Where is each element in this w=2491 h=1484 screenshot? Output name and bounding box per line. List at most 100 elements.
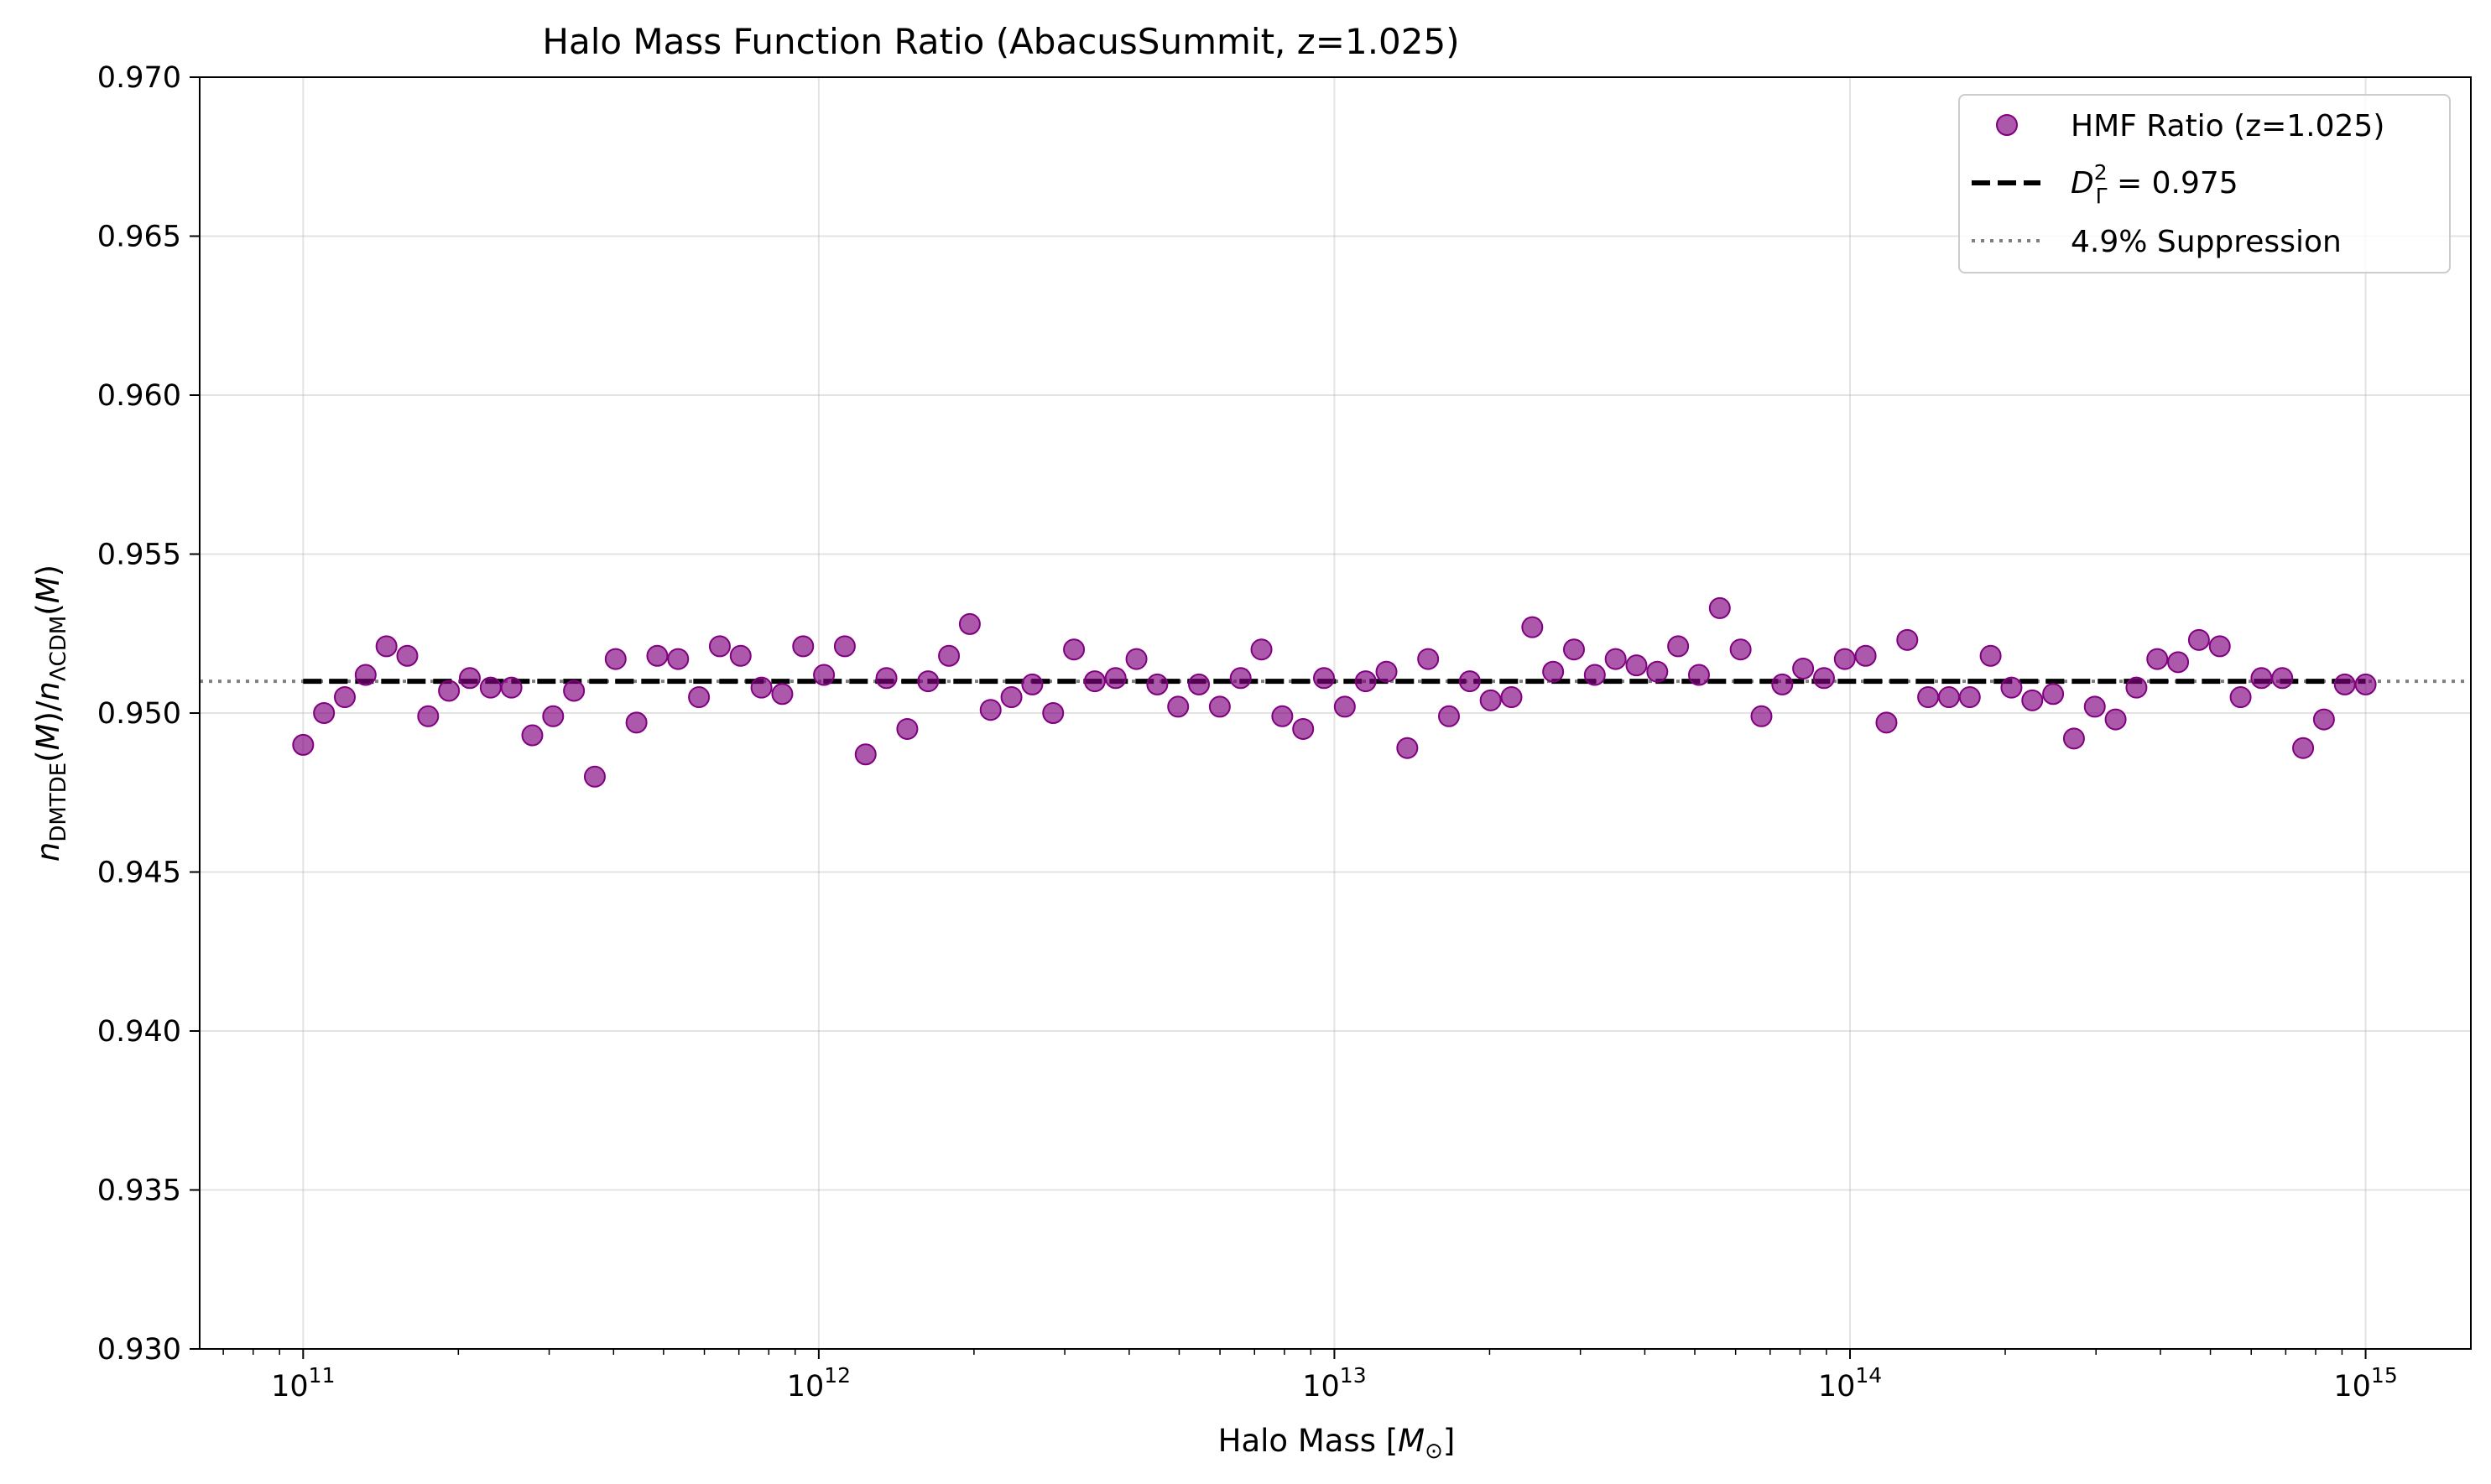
x-tick-label: 1013 <box>1302 1363 1366 1403</box>
data-point <box>917 670 940 693</box>
data-points <box>292 596 2377 788</box>
data-point <box>2104 708 2127 731</box>
data-point <box>417 705 440 727</box>
data-point <box>1687 664 1710 686</box>
data-point <box>729 644 752 667</box>
data-point <box>1854 644 1877 667</box>
y-tick-label: 0.945 <box>97 857 181 890</box>
data-point <box>2146 648 2169 670</box>
data-point <box>646 644 669 667</box>
legend-marker-scatter <box>1996 114 2018 136</box>
data-point <box>1000 686 1023 709</box>
data-point <box>2083 695 2106 718</box>
data-point <box>750 676 773 699</box>
data-point <box>1208 695 1231 718</box>
data-point <box>1958 686 1981 709</box>
data-point <box>2292 737 2315 759</box>
data-point <box>2208 635 2231 658</box>
data-point <box>1104 667 1127 690</box>
data-point <box>2021 689 2044 711</box>
data-point <box>792 635 815 658</box>
data-point <box>292 733 315 756</box>
data-point <box>1729 638 1752 661</box>
data-point <box>1875 711 1898 734</box>
data-point <box>1146 673 1169 695</box>
data-point <box>1396 737 1419 759</box>
data-point <box>396 644 419 667</box>
data-point <box>979 699 1002 721</box>
data-point <box>313 702 336 724</box>
data-point <box>333 686 356 709</box>
data-point <box>1604 648 1627 670</box>
y-tick-label: 0.935 <box>97 1174 181 1208</box>
data-point <box>1812 667 1835 690</box>
data-point <box>2187 628 2210 651</box>
data-point <box>1521 616 1544 638</box>
data-point <box>1188 673 1211 695</box>
data-point <box>2354 673 2377 695</box>
data-point <box>1250 638 1273 661</box>
legend: HMF Ratio (z=1.025) D2 Γ = 0.975 4.9% Sup… <box>1958 94 2451 273</box>
legend-box <box>1958 94 2451 273</box>
data-point <box>2042 683 2065 706</box>
x-tick-label: 1011 <box>271 1363 335 1403</box>
y-tick-label: 0.950 <box>97 697 181 731</box>
data-point <box>1625 654 1648 677</box>
data-point <box>1271 705 1294 727</box>
data-point <box>813 664 836 686</box>
data-point <box>1896 628 1919 651</box>
data-point <box>1542 660 1565 683</box>
chart-title: Halo Mass Function Ratio (AbacusSummit, … <box>542 21 1459 62</box>
data-point <box>375 635 398 658</box>
data-point <box>2312 708 2335 731</box>
data-point <box>1833 648 1856 670</box>
data-point <box>1583 664 1606 686</box>
data-point <box>938 644 961 667</box>
data-point <box>2167 651 2190 674</box>
data-point <box>1708 596 1731 619</box>
data-point <box>354 664 377 686</box>
data-point <box>1083 670 1106 693</box>
data-point <box>583 765 606 788</box>
data-point <box>833 635 856 658</box>
data-point <box>1313 667 1336 690</box>
data-point <box>1333 695 1356 718</box>
data-point <box>1354 670 1377 693</box>
data-point <box>708 635 731 658</box>
y-tick-label: 0.965 <box>97 221 181 254</box>
data-point <box>1646 660 1669 683</box>
data-point <box>1021 673 1044 695</box>
data-point <box>875 667 898 690</box>
data-point <box>2271 667 2294 690</box>
data-point <box>1937 686 1960 709</box>
data-point <box>1292 717 1315 740</box>
data-point <box>667 648 690 670</box>
data-point <box>1375 660 1398 683</box>
data-point <box>1792 657 1815 680</box>
data-point <box>521 724 544 747</box>
data-point <box>458 667 481 690</box>
data-point <box>2333 673 2356 695</box>
data-point <box>1979 644 2002 667</box>
x-tick-label: 1014 <box>1818 1363 1882 1403</box>
data-point <box>1438 705 1461 727</box>
legend-label-scatter: HMF Ratio (z=1.025) <box>2071 109 2384 143</box>
data-point <box>854 743 877 766</box>
data-point <box>625 711 648 734</box>
legend-label-dashed: D2 Γ = 0.975 <box>2071 160 2238 208</box>
y-tick-label: 0.940 <box>97 1015 181 1049</box>
data-point <box>1125 648 1148 670</box>
data-point <box>1771 673 1794 695</box>
data-point <box>771 683 794 706</box>
data-point <box>1667 635 1690 658</box>
data-point <box>1229 667 1252 690</box>
data-point <box>500 676 523 699</box>
svg-text:nDMTDE(M)/nΛCDM(M): nDMTDE(M)/nΛCDM(M) <box>30 565 71 862</box>
y-axis-title: nDMTDE(M)/nΛCDM(M) <box>30 565 71 862</box>
data-point <box>604 648 627 670</box>
x-tick-label: 1012 <box>787 1363 851 1403</box>
data-point <box>1562 638 1585 661</box>
y-tick-label: 0.970 <box>97 61 181 95</box>
data-point <box>2250 667 2273 690</box>
